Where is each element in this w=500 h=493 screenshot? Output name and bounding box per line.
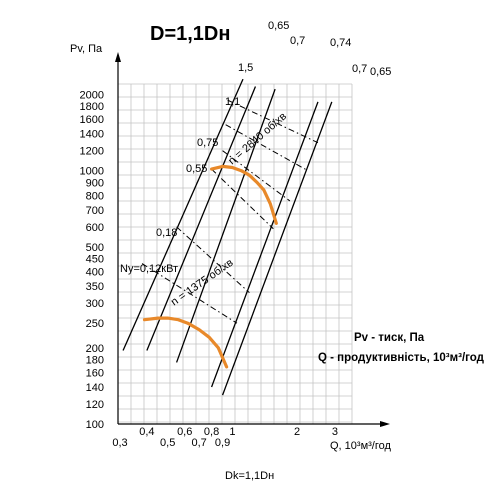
y-tick-label: 140 <box>86 382 104 394</box>
y-tick-label: 160 <box>86 367 104 379</box>
power-label: 0,18 <box>156 227 177 239</box>
chart-title: D=1,1Dн <box>150 23 230 45</box>
y-tick-label: 600 <box>86 222 104 234</box>
series-name-label: n = 2840 об/хв <box>226 110 289 167</box>
y-tick-label: 450 <box>86 254 104 266</box>
series-name-label: n = 1375 об/хв <box>169 257 236 309</box>
y-tick-label: 250 <box>86 318 104 330</box>
power-lines <box>141 99 319 324</box>
efficiency-line <box>122 78 244 351</box>
x-axis-arrow <box>380 421 390 427</box>
y-tick-label: 900 <box>86 177 104 189</box>
legend-line-1: Pv - тиск, Па <box>354 332 425 344</box>
x-tick-label: 0,5 <box>160 437 175 449</box>
efficiency-label: 0,7 <box>290 35 305 47</box>
x-tick-label: 3 <box>332 426 338 438</box>
power-line <box>211 168 274 230</box>
y-tick-label: 350 <box>86 281 104 293</box>
efficiency-label: 0,65 <box>268 20 289 32</box>
efficiency-line <box>175 88 276 363</box>
y-tick-label: 1400 <box>80 129 104 141</box>
power-line <box>222 150 291 202</box>
y-tick-label: 800 <box>86 190 104 202</box>
y-tick-label: 120 <box>86 399 104 411</box>
y-tick-label: 2000 <box>80 89 104 101</box>
legend-line-2: Q - продуктивність, 10³м³/год <box>318 352 485 364</box>
performance-curve <box>142 316 229 369</box>
efficiency-label: 0,7 <box>352 63 367 75</box>
x-tick-label: 0,8 <box>204 426 219 438</box>
x-tick-label: 0,6 <box>177 426 192 438</box>
power-label: 0,55 <box>186 163 207 175</box>
power-line <box>227 99 319 144</box>
y-axis-label: Pv, Па <box>70 43 103 55</box>
y-tick-label: 100 <box>86 419 104 431</box>
power-line <box>225 124 307 171</box>
efficiency-label: 0,65 <box>370 66 391 78</box>
y-tick-label: 1600 <box>80 114 104 126</box>
x-tick-label: 0,7 <box>191 437 206 449</box>
y-tick-label: 400 <box>86 267 104 279</box>
efficiency-line <box>221 101 333 396</box>
x-tick-label: 0,9 <box>215 437 230 449</box>
y-tick-label: 200 <box>86 343 104 355</box>
power-line <box>141 263 238 324</box>
y-tick-label: 180 <box>86 354 104 366</box>
y-tick-label: 1200 <box>80 146 104 158</box>
efficiency-label: 0,74 <box>330 37 351 49</box>
efficiency-line <box>210 101 319 388</box>
footer-label: Dk=1,1Dн <box>225 470 274 482</box>
efficiency-line <box>146 86 257 351</box>
performance-curves <box>142 164 278 369</box>
power-label: 1,5 <box>238 62 253 74</box>
x-tick-label: 2 <box>294 426 300 438</box>
x-tick-label: 0,3 <box>112 437 127 449</box>
power-label-ny: Ny=0,12кВт <box>120 263 178 275</box>
x-axis-label: Q, 10³м³/год <box>330 440 391 452</box>
axes <box>115 52 390 427</box>
power-label: 1,1 <box>225 96 240 108</box>
grid <box>117 83 353 424</box>
x-tick-label: 0,4 <box>139 426 154 438</box>
power-line <box>176 226 250 294</box>
performance-curve <box>210 164 278 225</box>
y-tick-label: 500 <box>86 242 104 254</box>
y-tick-label: 1000 <box>80 166 104 178</box>
y-tick-label: 300 <box>86 298 104 310</box>
y-axis-arrow <box>115 52 121 62</box>
x-tick-label: 1 <box>229 426 235 438</box>
efficiency-lines <box>122 78 333 396</box>
power-label: 0,75 <box>197 137 218 149</box>
y-tick-label: 700 <box>86 205 104 217</box>
y-tick-label: 1800 <box>80 101 104 113</box>
